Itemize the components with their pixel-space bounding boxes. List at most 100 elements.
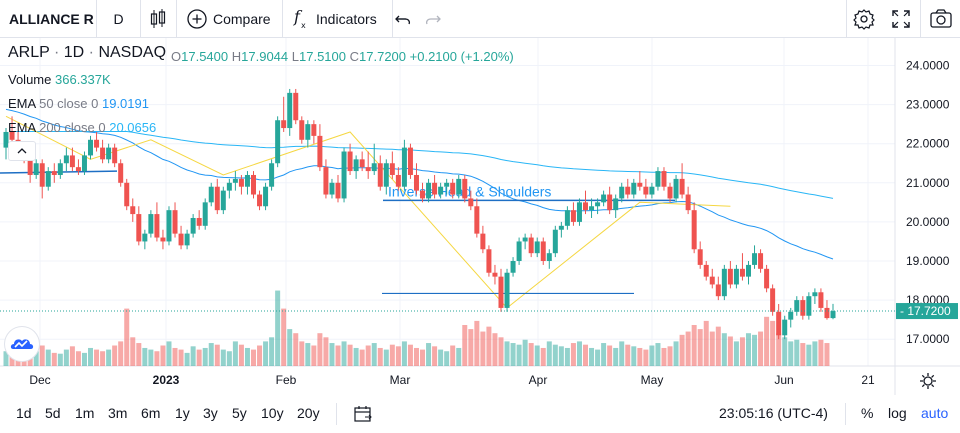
volume-bar	[57, 353, 63, 366]
candle-body	[335, 182, 341, 199]
range-1d[interactable]: 1d	[16, 405, 32, 421]
interval-button[interactable]: D	[97, 0, 141, 38]
volume-bar	[438, 349, 444, 366]
candle-body	[124, 182, 130, 207]
volume-bar	[190, 346, 196, 366]
candle-body	[516, 241, 522, 261]
goto-date-button[interactable]	[352, 403, 374, 425]
clock-timezone[interactable]: 23:05:16 (UTC-4)	[719, 405, 828, 421]
volume-bar	[812, 341, 818, 366]
fullscreen-button[interactable]	[882, 0, 920, 38]
range-3y[interactable]: 3y	[203, 405, 218, 421]
candle-body	[830, 311, 836, 319]
volume-bar	[637, 347, 643, 366]
range-20y[interactable]: 20y	[297, 405, 320, 421]
candle-body	[745, 264, 751, 277]
volume-bar	[407, 344, 413, 366]
volume-bar	[63, 349, 69, 366]
candle-body	[673, 178, 679, 199]
volume-bar	[88, 347, 94, 366]
volume-bar	[709, 331, 715, 366]
candle-body	[154, 214, 160, 238]
volume-bar	[178, 349, 184, 366]
candle-body	[468, 198, 474, 207]
volume-bar	[257, 345, 263, 366]
range-1y[interactable]: 1y	[175, 405, 190, 421]
last-price-marker: - 17.7200	[0, 303, 958, 320]
chart-type-button[interactable]	[140, 0, 177, 38]
candle-body	[625, 186, 631, 195]
volume-bar	[824, 343, 830, 366]
range-5d[interactable]: 5d	[45, 405, 61, 421]
volume-bar	[220, 349, 226, 366]
range-6m[interactable]: 6m	[141, 405, 161, 421]
legend-ema200[interactable]: EMA 200 close 0 20.0656	[8, 120, 156, 135]
price-chart[interactable]: Inverse Head & Shoulders 24.000023.00002…	[0, 38, 960, 395]
candle-body	[106, 147, 112, 160]
redo-icon	[425, 15, 441, 25]
volume-bar	[238, 344, 244, 366]
candle-body	[709, 276, 715, 285]
candle-body	[401, 147, 407, 187]
volume-bar	[607, 345, 613, 366]
undo-button[interactable]	[392, 0, 416, 38]
candle-body	[794, 300, 800, 312]
compare-button[interactable]: Compare	[176, 0, 283, 38]
volume-bar	[649, 345, 655, 366]
candle-body	[263, 186, 269, 207]
time-axis-settings-button[interactable]	[918, 371, 938, 391]
candle-body	[474, 206, 480, 234]
price-axis[interactable]: 24.0000 23.0000 22.0000 21.0000 20.0000 19.00…	[906, 59, 950, 347]
volume-bar	[353, 347, 359, 366]
percent-toggle[interactable]: %	[861, 405, 874, 421]
time-axis[interactable]: Dec 2023 Feb Mar Apr May Jun 21	[29, 373, 875, 387]
candle-body	[353, 159, 359, 172]
settings-button[interactable]	[846, 0, 883, 38]
candle-body	[595, 202, 601, 207]
candle-body	[63, 155, 69, 164]
volume-bar	[752, 334, 758, 366]
volume-bar	[601, 343, 607, 366]
volume-bar	[202, 347, 208, 366]
volume-bar	[124, 308, 130, 366]
legend-volume[interactable]: Volume 366.337K	[8, 72, 111, 87]
log-toggle[interactable]: log	[888, 405, 907, 421]
legend-ema50[interactable]: EMA 50 close 0 19.0191	[8, 96, 149, 111]
symbol-search-button[interactable]: ALLIANCE R	[0, 0, 97, 38]
candles-icon	[150, 9, 166, 28]
legend-collapse-button[interactable]	[8, 141, 36, 161]
auto-toggle[interactable]: auto	[921, 405, 949, 421]
volume-bar	[75, 351, 81, 366]
close-key: C	[349, 49, 360, 64]
volume-bar	[498, 337, 504, 366]
candle-body	[341, 151, 347, 199]
last-price-badge	[896, 303, 958, 320]
volume-bar	[299, 341, 305, 366]
screenshot-button[interactable]	[920, 0, 960, 38]
volume-bar	[625, 344, 631, 366]
legend-exchange: NASDAQ	[98, 44, 167, 61]
price-tick-label: 24.0000	[906, 59, 950, 73]
low-key: L	[291, 49, 299, 64]
range-10y[interactable]: 10y	[261, 405, 284, 421]
candle-body	[631, 182, 637, 195]
range-1m[interactable]: 1m	[75, 405, 95, 421]
tradingview-logo[interactable]	[5, 327, 39, 361]
volume-bar	[250, 349, 256, 366]
ema50-value: 19.0191	[101, 96, 149, 111]
fullscreen-icon	[892, 10, 910, 28]
ema200-line	[12, 131, 834, 199]
candle-body	[492, 272, 498, 277]
legend-interval: 1D	[63, 44, 85, 61]
range-3m[interactable]: 3m	[108, 405, 128, 421]
redo-button[interactable]	[420, 0, 444, 38]
indicators-button[interactable]: f x Indicators	[282, 0, 393, 38]
bottom-toolbar: 1d 5d 1m 3m 6m 1y 3y 5y 10y 20y 23:05:16…	[0, 395, 960, 433]
range-5y[interactable]: 5y	[232, 405, 247, 421]
volume-bar	[697, 329, 703, 366]
candle-body	[118, 163, 124, 183]
volume-bar	[45, 349, 51, 366]
inverse-head-shoulders-drawing[interactable]: Inverse Head & Shoulders	[0, 115, 731, 309]
candle-body	[486, 249, 492, 273]
candle-body	[413, 174, 419, 191]
